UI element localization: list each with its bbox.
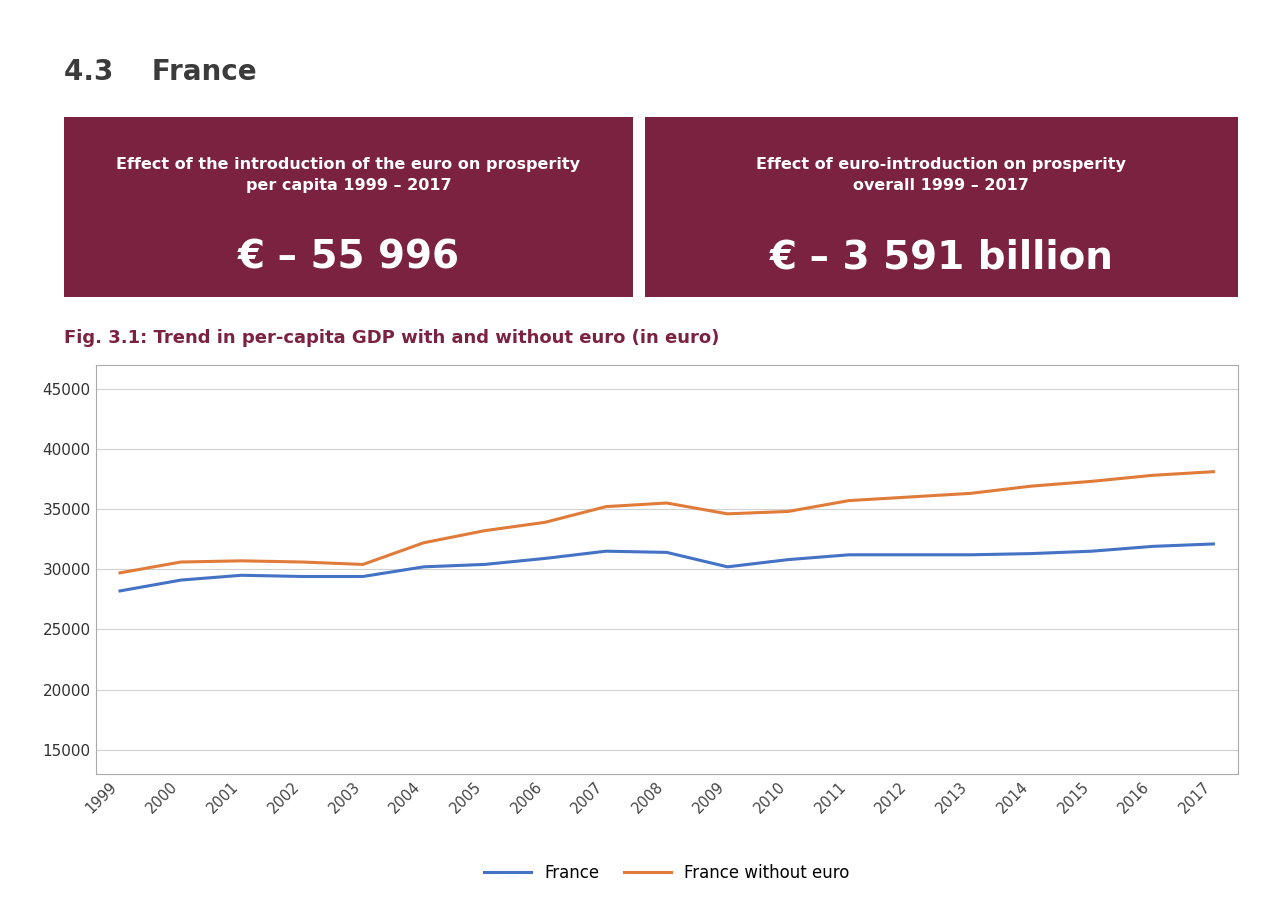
Bar [644, 117, 1238, 297]
France without euro [660, 498, 675, 508]
Bar [64, 117, 633, 297]
Text: Effect of the introduction of the euro on prosperity
per capita 1999 – 2017: Effect of the introduction of the euro o… [116, 157, 581, 193]
Legend: France, France without euro: France, France without euro [477, 857, 856, 888]
Text: Effect of euro-introduction on prosperity
overall 1999 – 2017: Effect of euro-introduction on prosperit… [757, 157, 1127, 193]
France [598, 545, 614, 556]
Text: Fig. 3.1: Trend in per-capita GDP with and without euro (in euro): Fig. 3.1: Trend in per-capita GDP with a… [64, 329, 720, 347]
Line: France: France [120, 544, 1213, 591]
France [1085, 545, 1100, 556]
France [112, 586, 128, 597]
France without euro [963, 488, 979, 499]
France without euro [295, 556, 310, 567]
France without euro [416, 537, 431, 548]
France without euro [174, 556, 189, 567]
France [234, 570, 249, 580]
France [1145, 541, 1160, 552]
France without euro [1023, 481, 1039, 491]
France without euro [477, 526, 493, 536]
France [720, 562, 735, 572]
France without euro [720, 508, 735, 519]
France without euro [841, 495, 856, 506]
France [963, 549, 979, 560]
France without euro [781, 506, 796, 517]
Line: France without euro: France without euro [120, 472, 1213, 573]
France without euro [1206, 466, 1221, 477]
France without euro [598, 501, 614, 512]
France [902, 549, 917, 560]
France without euro [1085, 476, 1100, 487]
France [174, 575, 189, 586]
Text: 4.3    France: 4.3 France [64, 58, 256, 86]
France [781, 554, 796, 565]
France without euro [355, 559, 370, 570]
France [537, 553, 553, 563]
France [295, 572, 310, 582]
France [1206, 538, 1221, 549]
France without euro [1145, 470, 1160, 481]
France without euro [902, 491, 917, 502]
France without euro [112, 568, 128, 579]
France [416, 562, 431, 572]
France [477, 559, 493, 570]
France [355, 572, 370, 582]
France [660, 547, 675, 558]
France [841, 549, 856, 560]
France without euro [537, 517, 553, 527]
France [1023, 548, 1039, 559]
Text: € – 55 996: € – 55 996 [237, 238, 459, 276]
France without euro [234, 555, 249, 566]
Text: € – 3 591 billion: € – 3 591 billion [769, 238, 1113, 276]
